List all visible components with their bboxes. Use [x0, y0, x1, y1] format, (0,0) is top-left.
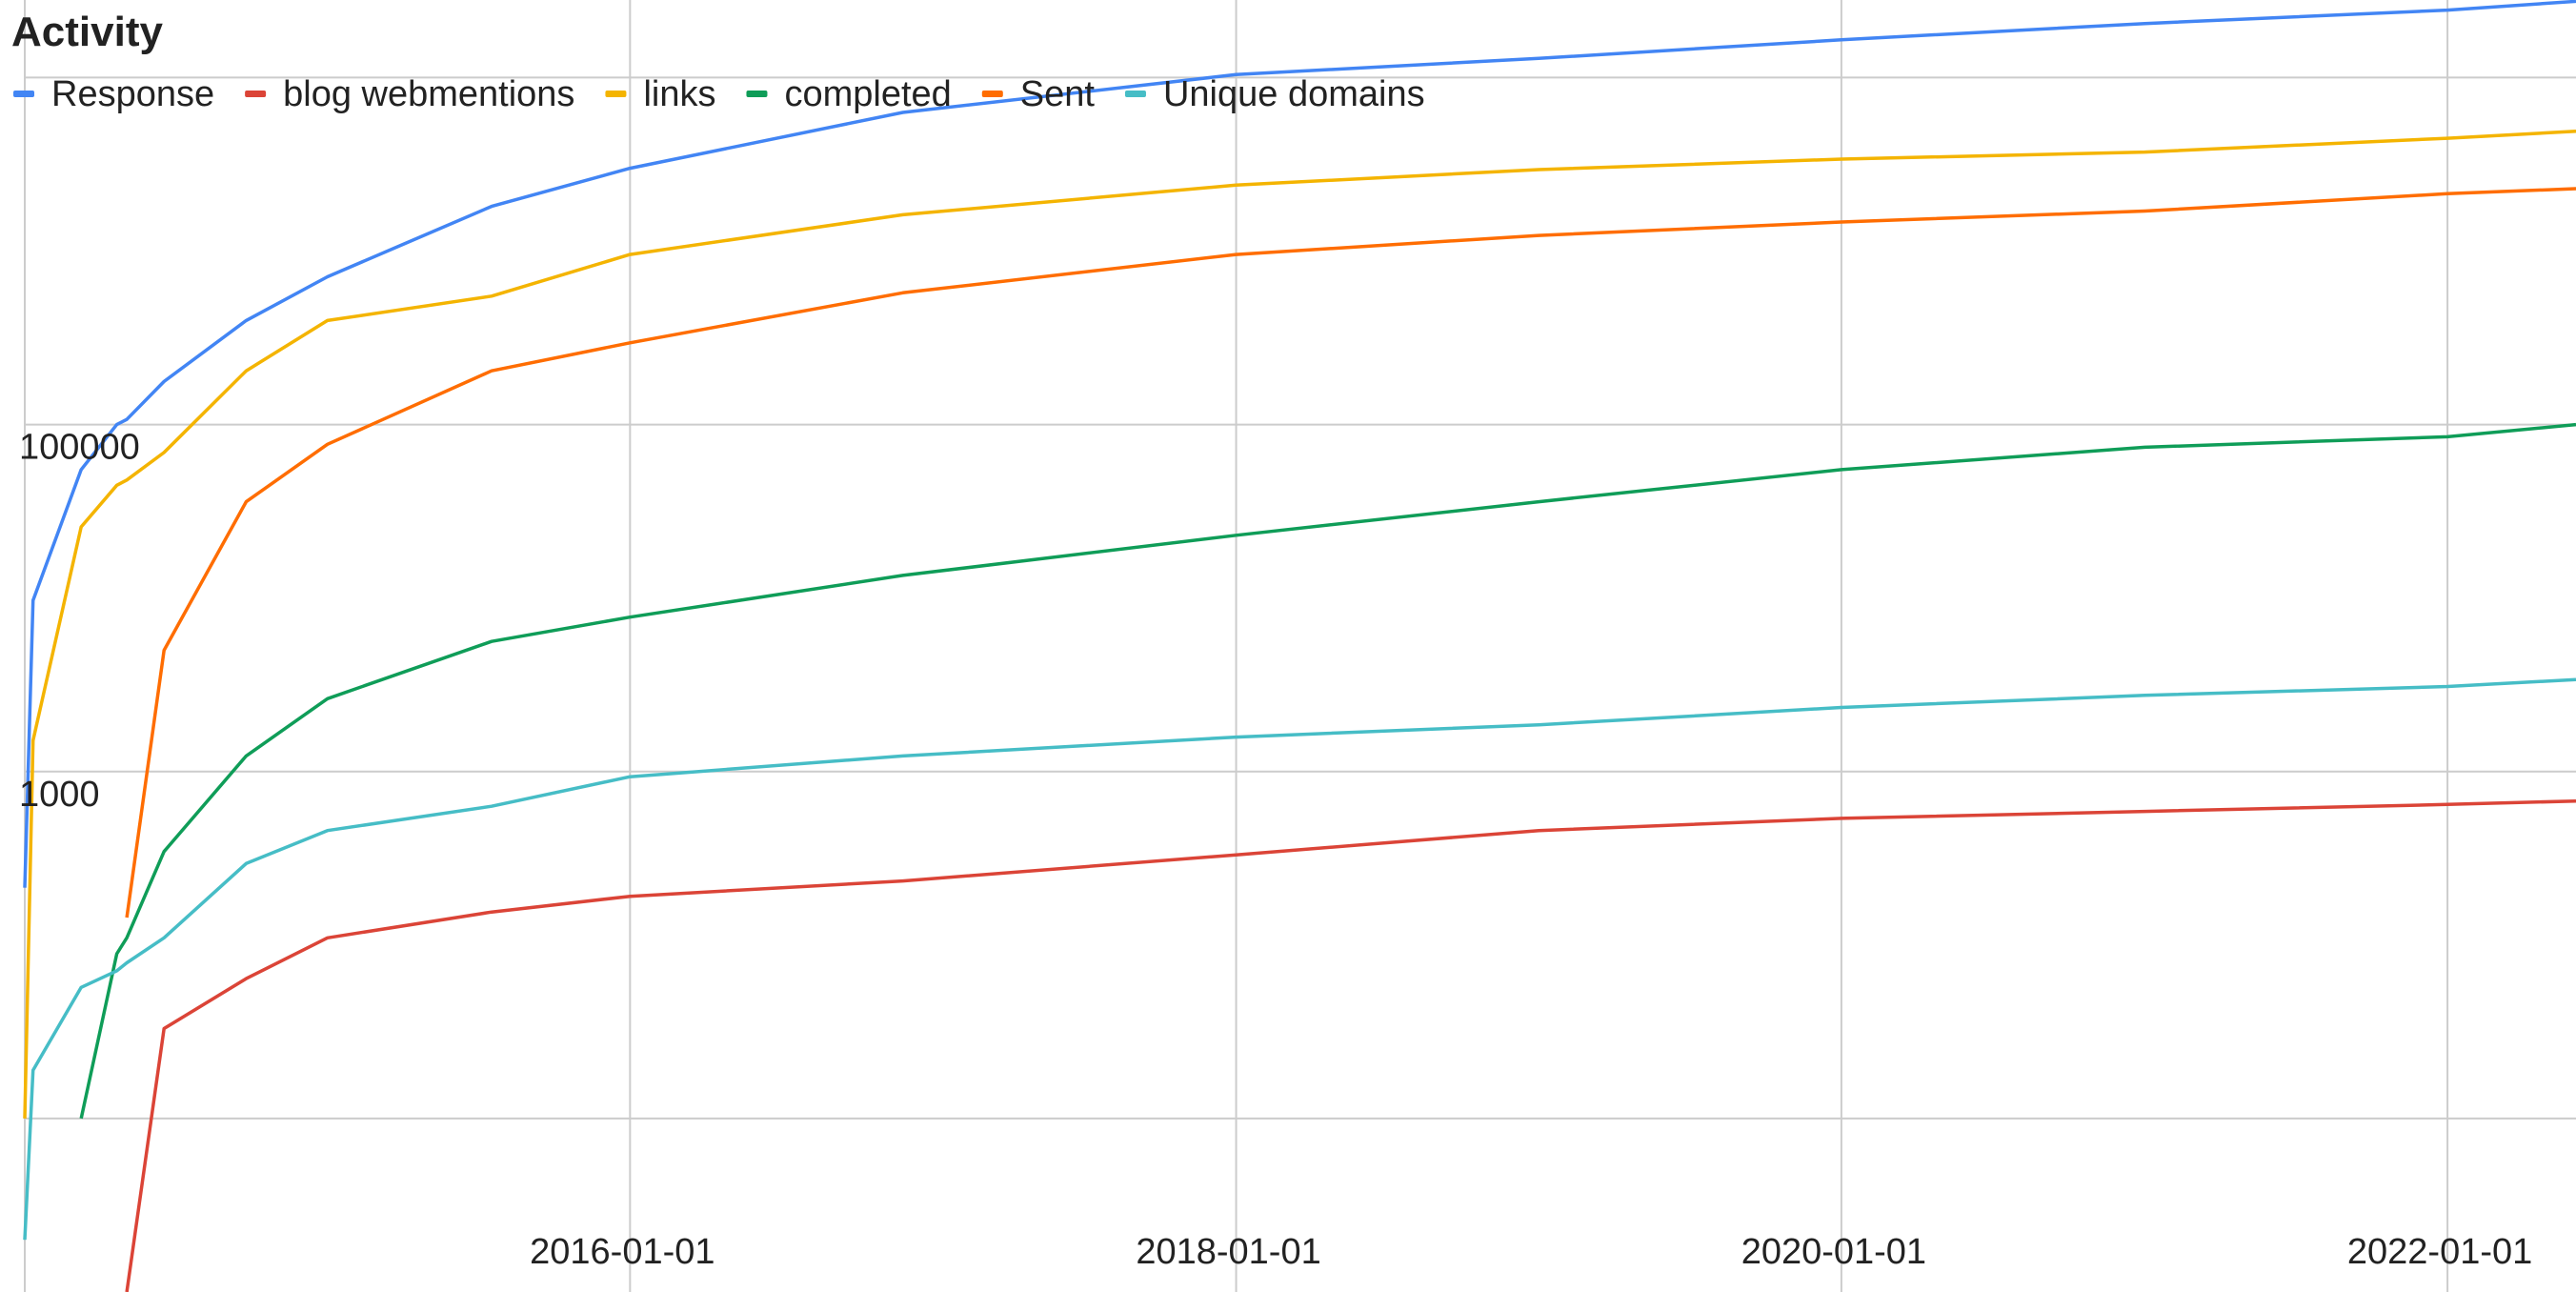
- data-line: [23, 130, 2576, 1119]
- legend-swatch: [605, 91, 627, 97]
- plot-area: [23, 0, 2576, 1292]
- legend-swatch: [245, 91, 267, 97]
- y-tick-label: 1000: [19, 775, 100, 815]
- y-tick-label: 100000: [19, 428, 140, 468]
- data-line: [125, 187, 2576, 919]
- x-tick-label: 2016-01-01: [530, 1232, 714, 1272]
- chart-title: Activity: [11, 9, 163, 55]
- legend-label: completed: [784, 74, 951, 114]
- x-tick-label: 2020-01-01: [1741, 1232, 1926, 1272]
- data-line: [23, 0, 2576, 888]
- legend-swatch: [1124, 91, 1146, 97]
- legend-label: Response: [51, 74, 214, 114]
- legend-swatch: [13, 91, 34, 97]
- legend-label: links: [643, 74, 715, 114]
- labels: 1000 100000 2016-01-01 2018-01-01 2020-01-01…: [19, 428, 2532, 1272]
- legend-swatch: [746, 91, 768, 97]
- data-line: [125, 798, 2576, 1292]
- grid: [25, 0, 2576, 1292]
- legend-swatch: [981, 91, 1003, 97]
- legend-label: blog webmentions: [283, 74, 574, 114]
- x-tick-label: 2022-01-01: [2347, 1232, 2532, 1272]
- data-line: [79, 422, 2576, 1120]
- legend-label: Unique domains: [1163, 74, 1425, 114]
- legend: Response blog webmentions links completed Se…: [13, 74, 1425, 114]
- legend-label: Sent: [1020, 74, 1096, 114]
- x-tick-label: 2018-01-01: [1136, 1232, 1320, 1272]
- data-line: [23, 677, 2576, 1241]
